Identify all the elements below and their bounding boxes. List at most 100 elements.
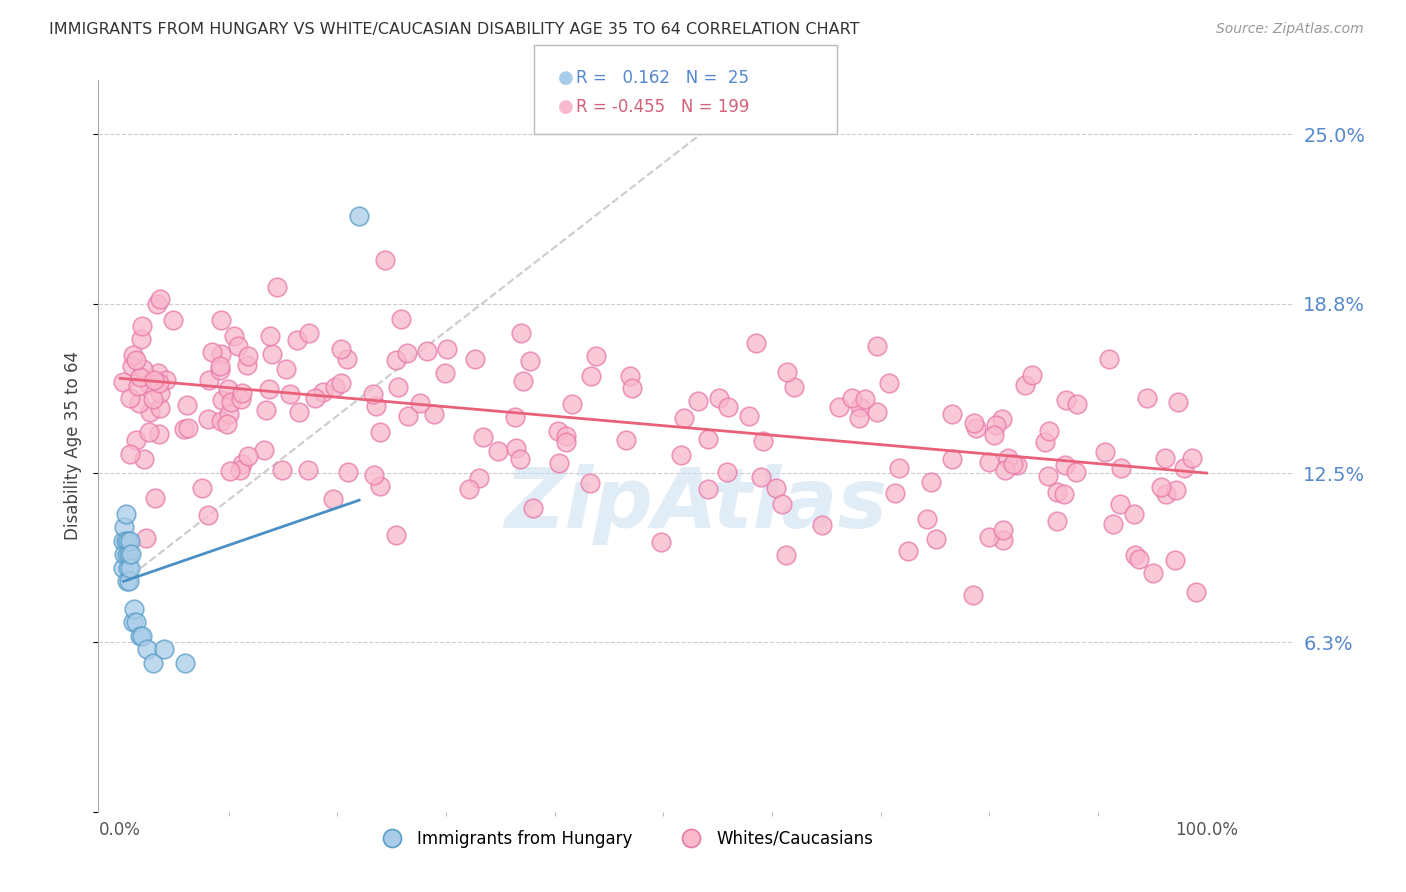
Text: Source: ZipAtlas.com: Source: ZipAtlas.com — [1216, 22, 1364, 37]
Point — [696, 433, 718, 447]
Point — [330, 376, 353, 391]
Point — [883, 486, 905, 500]
Point — [1166, 395, 1188, 409]
Point — [127, 378, 149, 392]
Point — [118, 533, 141, 548]
Point — [396, 346, 419, 360]
Point — [1007, 458, 1029, 472]
Point — [1054, 393, 1077, 408]
Point — [174, 656, 197, 670]
Point — [208, 359, 231, 373]
Point — [941, 451, 963, 466]
Point — [1045, 514, 1067, 528]
Point — [669, 448, 692, 462]
Point — [114, 533, 136, 548]
Point — [458, 483, 481, 497]
Point — [503, 409, 526, 424]
Point — [120, 547, 142, 561]
Point — [148, 427, 170, 442]
Point — [1109, 461, 1132, 475]
Point — [472, 430, 495, 444]
Point — [118, 574, 141, 589]
Point — [977, 455, 1000, 469]
Point — [347, 209, 370, 223]
Point — [128, 369, 150, 384]
Point — [287, 405, 309, 419]
Point — [416, 343, 439, 358]
Point — [128, 396, 150, 410]
Point — [148, 385, 170, 400]
Text: ●: ● — [558, 98, 574, 116]
Point — [1136, 391, 1159, 405]
Point — [270, 463, 292, 477]
Point — [131, 318, 153, 333]
Point — [120, 391, 142, 405]
Point — [977, 530, 1000, 544]
Point — [1014, 377, 1036, 392]
Point — [997, 451, 1019, 466]
Point — [236, 349, 259, 363]
Point — [1066, 466, 1088, 480]
Point — [963, 416, 986, 430]
Point — [775, 548, 797, 562]
Point — [132, 362, 155, 376]
Point — [142, 656, 165, 670]
Point — [990, 412, 1012, 426]
Point — [208, 363, 231, 377]
Point — [114, 547, 136, 561]
Point — [387, 380, 409, 394]
Point — [464, 351, 486, 366]
Point — [197, 412, 219, 426]
Point — [555, 429, 578, 443]
Point — [322, 491, 344, 506]
Point — [579, 476, 602, 491]
Point — [866, 339, 889, 353]
Point — [117, 561, 139, 575]
Point — [312, 384, 335, 399]
Point — [131, 629, 153, 643]
Point — [330, 343, 353, 357]
Point — [1123, 548, 1146, 562]
Point — [509, 452, 531, 467]
Point — [363, 387, 385, 401]
Point — [211, 393, 233, 408]
Point — [436, 343, 458, 357]
Point — [142, 392, 165, 406]
Point — [770, 497, 793, 511]
Point — [468, 471, 491, 485]
Point — [112, 561, 135, 575]
Point — [118, 547, 141, 561]
Point — [253, 443, 276, 458]
Point — [197, 508, 219, 523]
Point — [298, 326, 321, 340]
Point — [190, 481, 212, 495]
Point — [1021, 368, 1043, 383]
Point — [1154, 487, 1177, 501]
Point — [122, 615, 145, 629]
Point — [1149, 480, 1171, 494]
Point — [1094, 444, 1116, 458]
Point — [368, 479, 391, 493]
Point — [143, 491, 166, 506]
Point — [117, 533, 139, 548]
Point — [505, 441, 527, 455]
Point — [509, 326, 531, 340]
Point — [176, 421, 198, 435]
Point — [783, 380, 806, 394]
Point — [231, 385, 253, 400]
Point — [828, 400, 851, 414]
Point — [1154, 451, 1177, 466]
Point — [323, 380, 346, 394]
Point — [434, 366, 457, 380]
Point — [125, 615, 148, 629]
Point — [114, 520, 136, 534]
Point — [396, 409, 419, 423]
Point — [1066, 397, 1088, 411]
Point — [257, 382, 280, 396]
Point — [146, 297, 169, 311]
Point — [155, 372, 177, 386]
Point — [146, 366, 169, 380]
Point — [1098, 352, 1121, 367]
Point — [1181, 451, 1204, 466]
Point — [1046, 484, 1069, 499]
